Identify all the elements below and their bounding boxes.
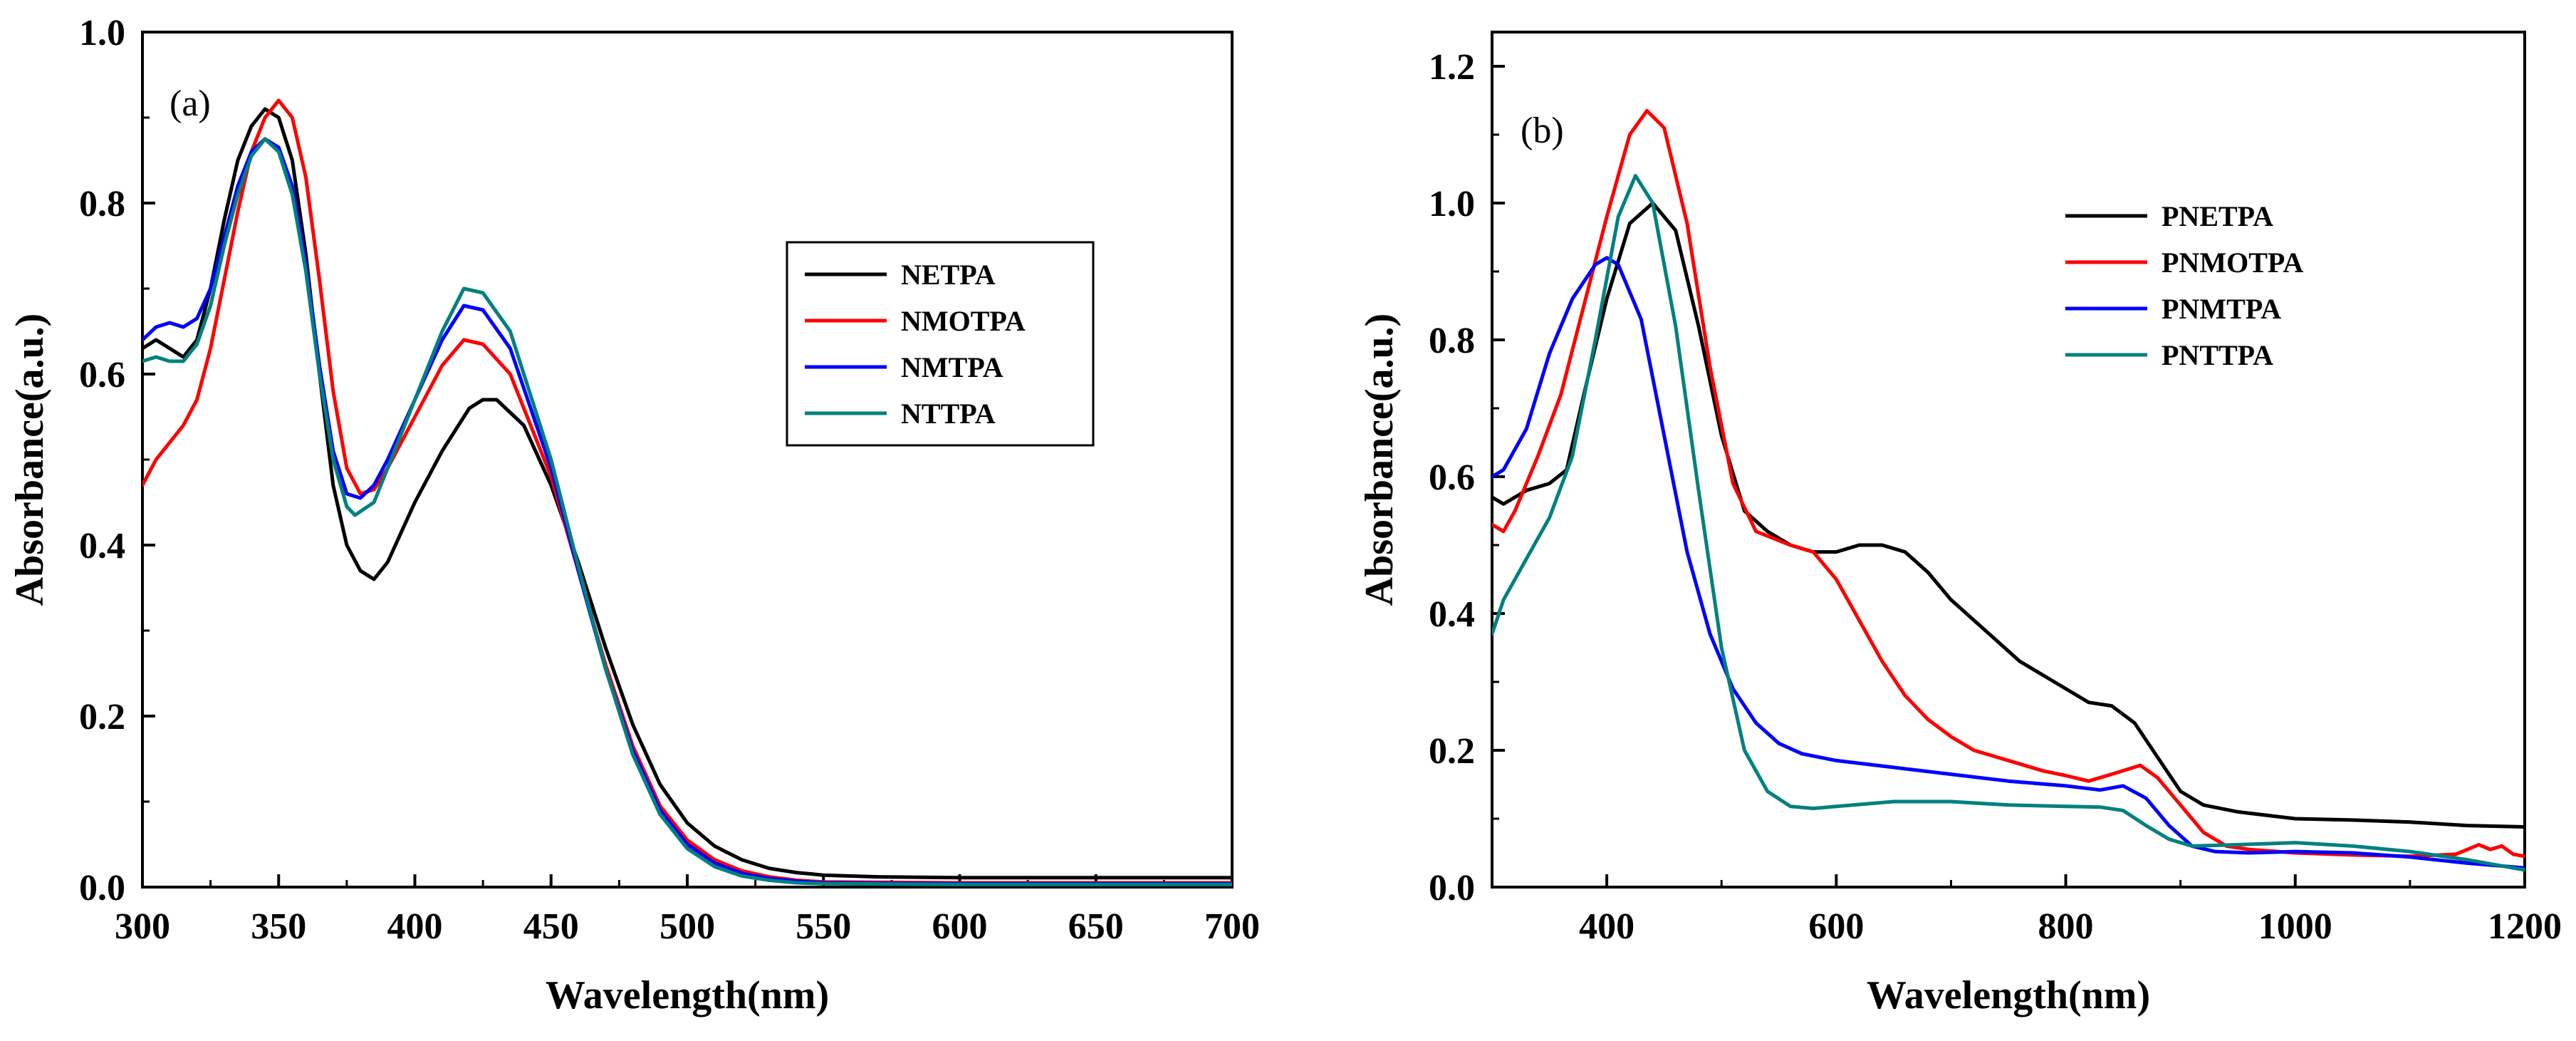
x-tick-label: 550 [796,906,851,947]
x-tick-label: 600 [1808,906,1864,947]
series-line-nmotpa [142,98,1232,885]
legend-label: PNTTPA [2162,339,2273,371]
legend-label: NMOTPA [901,305,1026,337]
series-line-pnmtpa [1492,256,2525,870]
y-tick-label: 1.2 [1429,47,1475,88]
x-axis-label: Wavelength(nm) [1867,973,2150,1017]
x-axis-label: Wavelength(nm) [546,973,829,1017]
chart-panel-b: 400 600 800 1000 1200 0.0 0.2 0.4 0.6 0.8 1.0 1.2 Wa… [1357,31,2562,1017]
x-tick-label: 700 [1204,906,1260,947]
x-tick-label: 650 [1068,906,1124,947]
x-tick-label: 500 [659,906,715,947]
series-group [1492,108,2525,872]
x-tick-label: 1000 [2258,906,2332,947]
panel-label: (b) [1521,110,1564,151]
legend-label: PNMOTPA [2162,247,2303,279]
x-tick-label: 400 [1579,906,1634,947]
x-tick-label: 350 [251,906,306,947]
series-line-pnttpa [1492,174,2525,872]
chart-panel-a: 300 350 400 450 500 550 600 650 700 0.0 0.2 0.4 0.6 0… [8,13,1260,1017]
y-tick-label: 0.6 [1429,457,1475,498]
series-group [142,98,1232,886]
y-tick-label: 0.8 [1429,321,1475,361]
x-tick-label: 800 [2038,906,2094,947]
y-tick-label: 0.4 [79,526,125,566]
series-line-nttpa [142,137,1232,886]
y-tick-label: 0.4 [1429,594,1475,635]
series-line-pnmotpa [1492,108,2525,859]
y-axis-label: Absorbance(a.u.) [1357,314,1402,606]
legend-label: NETPA [901,259,996,291]
y-tick-label: 0.2 [1429,731,1475,772]
y-tick-label: 0.0 [79,868,125,908]
legend-label: NTTPA [901,398,996,430]
legend-label: PNETPA [2162,200,2273,232]
x-tick-label: 300 [115,906,170,947]
y-tick-label: 1.0 [1429,184,1475,224]
y-axis-label: Absorbance(a.u.) [8,314,52,606]
y-tick-label: 0.2 [79,697,125,737]
plot-frame [1491,31,2526,889]
series-line-pnetpa [1492,201,2525,829]
x-tick-label: 450 [523,906,579,947]
y-tick-label: 0.0 [1429,868,1475,908]
plot-frame [141,31,1234,889]
y-tick-label: 0.8 [79,184,125,224]
panel-label: (a) [170,83,211,124]
x-tick-label: 400 [387,906,443,947]
legend-label: NMTPA [901,351,1003,383]
y-tick-label: 0.6 [79,355,125,395]
series-line-netpa [142,107,1232,880]
x-tick-label: 1200 [2488,906,2562,947]
y-tick-label: 1.0 [79,13,125,53]
x-tick-label: 600 [932,906,988,947]
legend-label: PNMTPA [2162,293,2281,325]
